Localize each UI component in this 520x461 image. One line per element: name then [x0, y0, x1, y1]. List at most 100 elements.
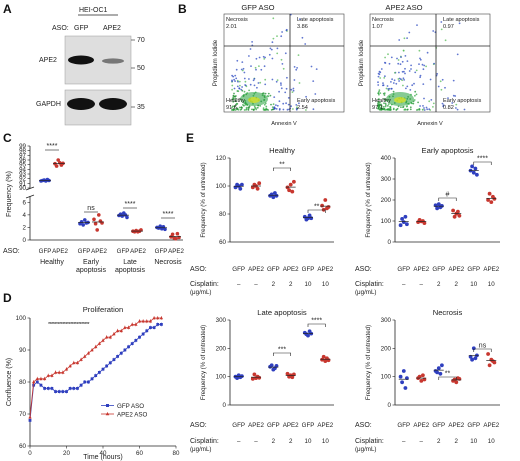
d-point	[134, 322, 138, 326]
c-sig-label: ****	[125, 201, 136, 208]
e-title: Healthy	[269, 146, 295, 155]
flow-event	[379, 77, 382, 79]
e-point	[473, 166, 478, 171]
flow-event	[378, 105, 381, 108]
lane-label-ape2: APE2	[103, 25, 121, 32]
c-point	[54, 164, 59, 168]
e-aso-label: APE2	[317, 266, 333, 273]
e-ylabel: Frequency (% of untreated)	[365, 162, 372, 237]
flow-event	[254, 107, 256, 109]
flow-event	[414, 94, 416, 97]
flow-event	[378, 70, 381, 73]
flow-event	[234, 100, 237, 102]
flow-event	[409, 106, 412, 109]
e-point	[288, 182, 293, 187]
e-ytick-label: 100	[381, 218, 392, 225]
e-sig-label: ****	[311, 318, 322, 325]
d-point	[141, 319, 145, 323]
flow-event	[401, 79, 403, 82]
e-aso-label: APE2	[483, 422, 499, 429]
flow-event	[263, 65, 266, 68]
e-title: Necrosis	[433, 308, 463, 317]
d-point	[119, 351, 123, 355]
flow-event	[432, 102, 435, 105]
c-axis-break	[25, 194, 35, 199]
e-cisplatin-label: 2	[289, 438, 293, 445]
flow-event	[286, 76, 288, 79]
flow-event	[273, 106, 276, 108]
flow-event	[243, 77, 246, 80]
flow-event	[298, 102, 300, 105]
flow-event	[381, 108, 383, 110]
marker-50: 50	[137, 65, 145, 72]
band-ape2-gfp	[68, 55, 94, 65]
flow-event	[233, 78, 236, 81]
e-aso-label: APE2	[248, 266, 264, 273]
e-ytick-label: 80	[219, 211, 226, 218]
e-point	[470, 164, 474, 169]
e-ytick-label: 120	[216, 155, 227, 162]
c-ytick-label: 93	[19, 171, 26, 178]
flow-event	[272, 103, 275, 105]
c-point	[163, 227, 167, 232]
flow-event	[423, 109, 426, 111]
flow-event	[384, 102, 387, 105]
flow-event	[409, 108, 412, 111]
e-ytick-label: 60	[219, 239, 226, 246]
e-title: Early apoptosis	[422, 146, 474, 155]
value-early-gfp: 2.54	[297, 105, 308, 111]
flow-event	[248, 78, 250, 80]
flow-event	[265, 108, 268, 111]
flow-event	[237, 80, 239, 83]
d-point	[75, 361, 80, 365]
c-sig-label: ns	[87, 205, 95, 212]
e-point	[440, 363, 444, 368]
flow-event	[378, 89, 381, 91]
d-point	[86, 351, 91, 355]
flow-event	[253, 84, 256, 87]
flow-xlabel-ape2: Annexin V	[417, 121, 443, 127]
flow-event	[264, 78, 267, 81]
d-point	[53, 370, 58, 374]
blot-label-gapdh: GAPDH	[36, 101, 61, 108]
e-point	[421, 373, 425, 378]
flow-event	[404, 55, 407, 57]
flow-event	[458, 22, 461, 25]
e-cisplatin-label: –	[402, 281, 406, 288]
e-point	[292, 179, 296, 184]
e-aso-label: GFP	[467, 266, 480, 273]
flow-event	[231, 84, 234, 87]
flow-event	[264, 92, 267, 95]
d-point	[72, 387, 76, 390]
e-point	[403, 214, 408, 219]
e-point	[323, 198, 328, 202]
quadrant-necrosis-ape2: Necrosis	[372, 17, 394, 23]
flow-event	[240, 88, 243, 91]
flow-event	[295, 68, 298, 71]
d-point	[112, 332, 116, 336]
e-aso-label: GFP	[302, 422, 315, 429]
flow-event	[264, 56, 266, 59]
flow-plot-gfp: GFP ASO Necrosis 2.01 Late apoptosis 3.8…	[212, 3, 345, 127]
d-point	[31, 380, 36, 384]
flow-event	[314, 93, 317, 95]
flow-event	[444, 86, 446, 89]
e-point	[271, 195, 276, 200]
flow-event	[238, 87, 241, 90]
flow-event	[404, 67, 406, 70]
e-point	[470, 357, 474, 362]
e-cisplatin-label: 2	[437, 281, 441, 288]
e-point	[452, 214, 457, 219]
flow-event	[426, 51, 429, 54]
flow-event	[390, 56, 393, 59]
flow-event	[390, 81, 392, 83]
e-aso-label: GFP	[267, 422, 280, 429]
flow-event	[411, 84, 414, 87]
flow-event	[276, 104, 279, 107]
flow-event	[273, 108, 276, 110]
d-point	[61, 370, 65, 374]
c-aso-label: ASO:	[3, 248, 20, 255]
cisplatin-label-top-right: Cisplatin:	[355, 281, 384, 288]
flow-event	[255, 57, 258, 60]
flow-event	[252, 109, 255, 111]
